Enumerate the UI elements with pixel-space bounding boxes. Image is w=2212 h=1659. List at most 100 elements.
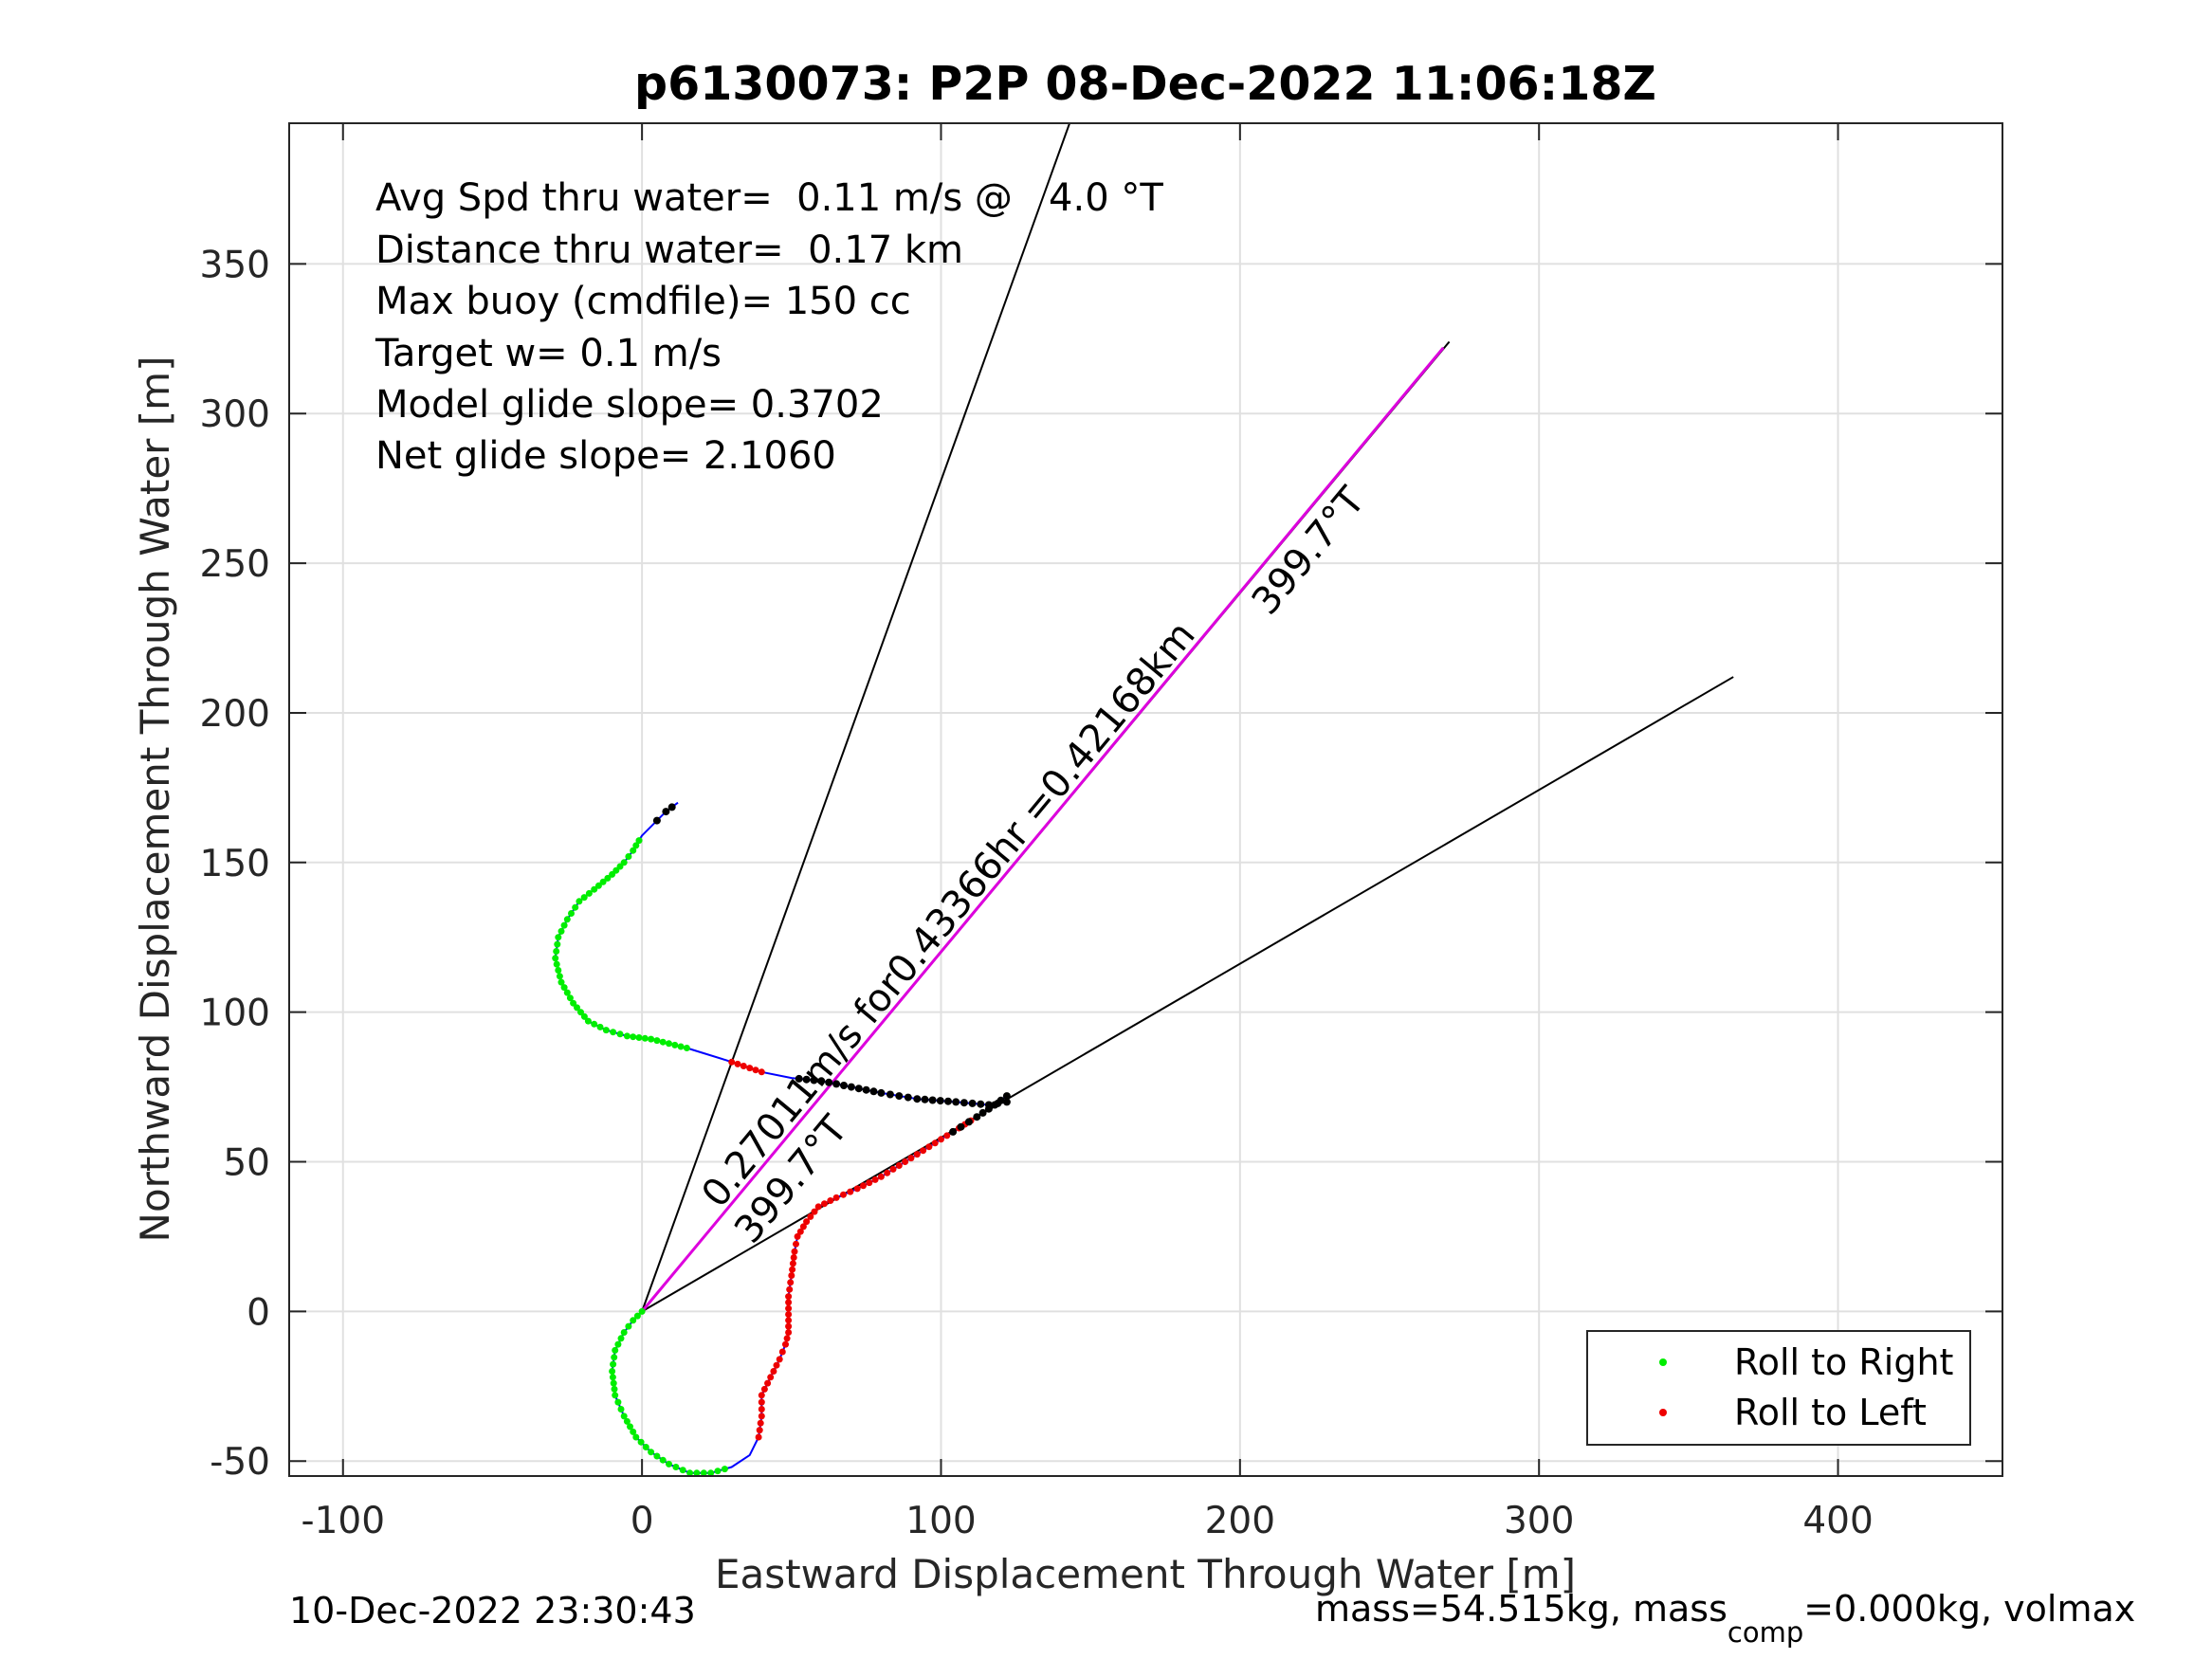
roll-right-point (627, 1423, 633, 1431)
roll-left-point (847, 1188, 854, 1195)
roll-left-point (752, 1066, 759, 1074)
roll-right-point (553, 960, 560, 968)
roll-left-point (920, 1147, 927, 1155)
roll-left-point (871, 1176, 879, 1183)
roll-right-point (609, 1368, 616, 1375)
roll-left-point (853, 1185, 861, 1193)
roll-left-point (783, 1335, 791, 1342)
x-tick-label: 400 (1802, 1500, 1873, 1542)
roll-left-point (740, 1063, 747, 1069)
y-tick-label: 300 (200, 393, 270, 436)
track-black-point (977, 1100, 985, 1108)
roll-right-point (555, 967, 562, 974)
roll-left-point (760, 1385, 768, 1393)
roll-left-point (776, 1356, 783, 1363)
x-tick-label: 200 (1205, 1500, 1275, 1542)
roll-left-point (803, 1218, 811, 1226)
roll-left-point (789, 1260, 796, 1267)
y-tick-label: 50 (223, 1142, 270, 1185)
roll-right-point (633, 1312, 641, 1320)
track-black-point (825, 1078, 833, 1086)
roll-left-point (790, 1254, 797, 1261)
roll-left-point (814, 1203, 822, 1211)
roll-right-point (648, 1035, 655, 1043)
roll-right-point (577, 1009, 584, 1016)
roll-left-point (785, 1293, 793, 1301)
track-black-point (928, 1096, 937, 1104)
roll-left-point (785, 1317, 793, 1324)
roll-right-point (714, 1468, 722, 1475)
roll-right-point (623, 1032, 631, 1040)
legend-marker-roll-left (1659, 1409, 1667, 1416)
roll-right-point (672, 1464, 680, 1470)
track-black-point (854, 1085, 863, 1093)
roll-left-point (799, 1223, 807, 1231)
roll-left-point (925, 1143, 933, 1151)
roll-right-point (620, 1329, 628, 1336)
track-black-point (862, 1085, 870, 1094)
roll-left-point (728, 1058, 736, 1066)
roll-right-point (610, 1379, 617, 1387)
track-black-point (877, 1088, 886, 1097)
legend-box (1586, 1330, 1971, 1446)
roll-right-point (659, 1038, 667, 1046)
y-tick-label: 150 (200, 843, 270, 885)
roll-right-point (599, 878, 607, 885)
roll-right-point (566, 994, 574, 1002)
roll-right-point (707, 1469, 715, 1476)
roll-right-point (630, 1033, 637, 1041)
roll-right-point (556, 973, 563, 980)
legend-label-roll-left: Roll to Left (1734, 1392, 1927, 1433)
roll-right-point (625, 1322, 632, 1330)
x-axis-label: Eastward Displacement Through Water [m] (715, 1551, 1576, 1597)
roll-right-point (563, 916, 571, 923)
roll-right-point (693, 1469, 701, 1476)
roll-left-point (756, 1427, 763, 1434)
y-tick-label: -50 (210, 1441, 270, 1484)
roll-right-point (630, 847, 637, 854)
footer-mass-main: mass=54.515kg, mass (1315, 1588, 1728, 1630)
track-black-point (968, 1099, 977, 1107)
roll-left-point (902, 1158, 909, 1165)
roll-right-point (576, 898, 583, 905)
roll-right-point (632, 842, 640, 849)
roll-right-point (617, 1335, 625, 1342)
roll-right-point (642, 1444, 649, 1450)
track-black-point (949, 1127, 958, 1136)
track-black-point (964, 1118, 973, 1126)
x-tick-label: 100 (905, 1500, 976, 1542)
roll-right-point (666, 1040, 672, 1048)
roll-right-point (580, 1012, 588, 1020)
roll-left-point (943, 1132, 951, 1139)
footer-timestamp: 10-Dec-2022 23:30:43 (289, 1590, 696, 1632)
track-black-point (817, 1077, 826, 1085)
legend: Roll to Right Roll to Left (1586, 1330, 1971, 1446)
roll-right-point (677, 1043, 685, 1050)
roll-right-point (721, 1466, 728, 1473)
roll-left-point (840, 1191, 847, 1198)
roll-left-point (793, 1240, 799, 1248)
roll-left-point (877, 1173, 885, 1180)
roll-right-point (612, 1346, 619, 1354)
roll-right-point (635, 837, 643, 845)
x-tick-label: -100 (302, 1500, 386, 1542)
roll-left-point (767, 1374, 775, 1381)
roll-right-point (558, 978, 565, 986)
roll-left-point (785, 1329, 793, 1336)
roll-right-point (630, 1317, 637, 1324)
roll-right-point (666, 1460, 672, 1468)
roll-left-point (860, 1182, 867, 1190)
roll-left-point (734, 1060, 741, 1067)
roll-left-point (791, 1248, 798, 1255)
roll-right-point (620, 1413, 628, 1420)
track-black-point (960, 1099, 968, 1107)
roll-right-point (659, 1456, 667, 1464)
roll-left-point (755, 1433, 762, 1441)
annotation-block: Avg Spd thru water= 0.11 m/s @ 4.0 °T Di… (375, 176, 1163, 478)
roll-left-point (758, 1406, 765, 1413)
roll-left-point (821, 1200, 828, 1208)
roll-right-point (568, 910, 575, 917)
roll-right-point (558, 927, 565, 935)
track-black-point (994, 1099, 1002, 1107)
